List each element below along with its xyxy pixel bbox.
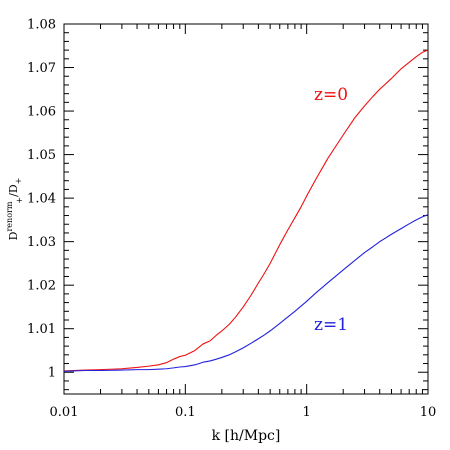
y-tick-label: 1.04 [27, 192, 56, 207]
y-tick-label: 1.03 [27, 235, 56, 250]
y-tick-label: 1.08 [27, 18, 56, 33]
y-axis-label-sup: renorm [5, 201, 14, 231]
y-tick-label: 1.06 [27, 105, 56, 120]
series-lines [63, 49, 429, 372]
y-axis-label-tail: /D [7, 184, 20, 197]
y-axis-label-sub: + [15, 197, 24, 204]
y-tick-label: 1 [48, 366, 56, 381]
plot-frame [63, 23, 429, 395]
minor-ticks [64, 24, 428, 394]
y-axis-label-tail-sub: + [14, 178, 23, 185]
x-tick-label: 10 [420, 405, 437, 420]
series-line-z1 [63, 214, 429, 372]
y-tick-label: 1.02 [27, 279, 56, 294]
series-line-z0 [63, 49, 429, 372]
series-label-z1: z=1 [314, 315, 348, 335]
y-axis-label: Drenorm+/D+ [5, 178, 24, 241]
y-tick-label: 1.07 [27, 61, 56, 76]
y-tick-labels: 1 1.01 1.02 1.03 1.04 1.05 1.06 1.07 1.08 [27, 18, 56, 381]
x-tick-label: 0.1 [175, 405, 196, 420]
y-tick-label: 1.05 [27, 148, 56, 163]
x-axis-label: k [h/Mpc] [212, 428, 281, 444]
major-ticks [63, 23, 429, 394]
y-axis-label-main: D [7, 231, 20, 240]
x-tick-labels: 0.01 0.1 1 10 [50, 405, 437, 420]
series-label-z0: z=0 [314, 85, 348, 105]
series-labels: z=0 z=1 [314, 85, 348, 335]
y-tick-label: 1.01 [27, 322, 56, 337]
x-tick-label: 0.01 [50, 405, 79, 420]
x-tick-label: 1 [303, 405, 311, 420]
